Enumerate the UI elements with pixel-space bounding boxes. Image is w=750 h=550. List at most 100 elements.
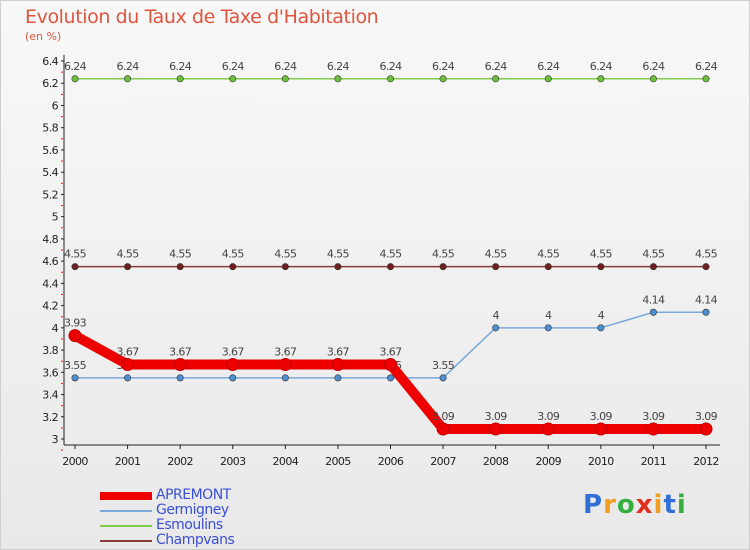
data-point xyxy=(439,263,447,271)
x-tick-label: 2006 xyxy=(378,455,404,468)
data-point xyxy=(229,75,237,83)
legend-swatch xyxy=(100,510,152,512)
y-tick-label: 5.4 xyxy=(42,166,58,179)
legend-swatch xyxy=(100,492,152,500)
data-label: 6.24 xyxy=(117,60,140,73)
y-tick-label: 3.2 xyxy=(42,411,58,424)
data-point xyxy=(121,358,135,372)
x-tick-label: 2009 xyxy=(535,455,561,468)
data-point xyxy=(439,374,447,382)
data-label: 3.67 xyxy=(169,346,192,359)
data-label: 4.55 xyxy=(117,248,140,261)
data-point xyxy=(281,75,289,83)
data-label: 4.14 xyxy=(695,293,718,306)
data-point xyxy=(281,263,289,271)
data-label: 3.09 xyxy=(485,410,508,423)
y-tick-label: 5.8 xyxy=(42,122,58,135)
data-point xyxy=(226,358,240,372)
data-point xyxy=(439,75,447,83)
data-point xyxy=(544,263,552,271)
data-label: 6.24 xyxy=(222,60,245,73)
data-label: 4.14 xyxy=(642,293,665,306)
y-tick-label: 3.8 xyxy=(42,344,58,357)
data-label: 3.67 xyxy=(222,346,245,359)
x-tick-label: 2002 xyxy=(167,455,193,468)
chart-title: Evolution du Taux de Taxe d'Habitation xyxy=(25,6,379,28)
data-point xyxy=(68,329,82,343)
data-point xyxy=(544,75,552,83)
data-point xyxy=(702,308,710,316)
data-point xyxy=(702,75,710,83)
data-point xyxy=(492,75,500,83)
y-tick-label: 5.6 xyxy=(42,144,58,157)
x-tick-label: 2007 xyxy=(430,455,456,468)
data-point xyxy=(384,358,397,372)
data-point xyxy=(594,422,608,436)
data-label: 4.55 xyxy=(695,248,718,261)
data-label: 3.55 xyxy=(432,359,455,372)
x-tick-label: 2010 xyxy=(588,455,614,468)
data-label: 3.09 xyxy=(642,410,665,423)
data-point xyxy=(541,422,555,436)
data-label: 3.93 xyxy=(64,317,87,330)
data-label: 3.67 xyxy=(379,346,402,359)
data-label: 6.24 xyxy=(274,60,297,73)
y-tick-label: 4 xyxy=(52,322,59,335)
data-point xyxy=(278,358,292,372)
x-tick-label: 2008 xyxy=(483,455,509,468)
data-point xyxy=(334,75,342,83)
data-label: 3.67 xyxy=(117,346,140,359)
chart-legend: APREMONT Germigney Esmoulins Champvans xyxy=(100,487,320,548)
data-label: 4.55 xyxy=(590,248,613,261)
data-label: 4.55 xyxy=(274,248,297,261)
unit-label: (en %) xyxy=(25,30,62,43)
x-tick-label: 2011 xyxy=(641,455,667,468)
proxiti-logo: Proxiti xyxy=(583,490,687,520)
data-label: 6.24 xyxy=(695,60,718,73)
x-tick-label: 2003 xyxy=(220,455,246,468)
y-tick-label: 6.4 xyxy=(42,55,58,68)
logo-letter: x xyxy=(635,490,654,520)
legend-label: Esmoulins xyxy=(156,517,223,533)
legend-swatch xyxy=(100,525,152,527)
data-label: 4.55 xyxy=(64,248,87,261)
data-label: 4.55 xyxy=(169,248,192,261)
legend-label: Champvans xyxy=(156,532,235,548)
logo-letter: t xyxy=(663,490,677,520)
legend-label: Germigney xyxy=(156,502,229,518)
x-tick-label: 2004 xyxy=(273,455,299,468)
data-label: 3.09 xyxy=(695,410,718,423)
data-point xyxy=(436,422,450,436)
data-label: 4 xyxy=(545,309,552,322)
data-point xyxy=(597,263,605,271)
data-point xyxy=(649,263,657,271)
data-label: 4 xyxy=(492,309,499,322)
data-point xyxy=(649,75,657,83)
data-point xyxy=(544,324,552,332)
data-label: 6.24 xyxy=(642,60,665,73)
data-point xyxy=(334,263,342,271)
data-point xyxy=(124,75,132,83)
logo-letter: o xyxy=(616,490,636,520)
data-point xyxy=(229,374,237,382)
data-label: 6.24 xyxy=(379,60,402,73)
data-point xyxy=(71,75,79,83)
data-label: 3.67 xyxy=(274,346,297,359)
data-label: 4.55 xyxy=(485,248,508,261)
data-label: 3.67 xyxy=(327,346,350,359)
data-label: 3.09 xyxy=(432,410,455,423)
y-tick-label: 4.8 xyxy=(42,233,58,246)
data-point xyxy=(331,358,345,372)
x-tick-label: 2012 xyxy=(693,455,719,468)
data-label: 6.24 xyxy=(485,60,508,73)
y-tick-label: 5.2 xyxy=(42,188,58,201)
y-tick-label: 4.2 xyxy=(42,300,58,313)
data-label: 4 xyxy=(598,309,605,322)
data-point xyxy=(386,263,394,271)
x-tick-label: 2001 xyxy=(115,455,141,468)
logo-letter: i xyxy=(676,490,687,520)
data-label: 6.24 xyxy=(64,60,87,73)
data-label: 4.55 xyxy=(432,248,455,261)
